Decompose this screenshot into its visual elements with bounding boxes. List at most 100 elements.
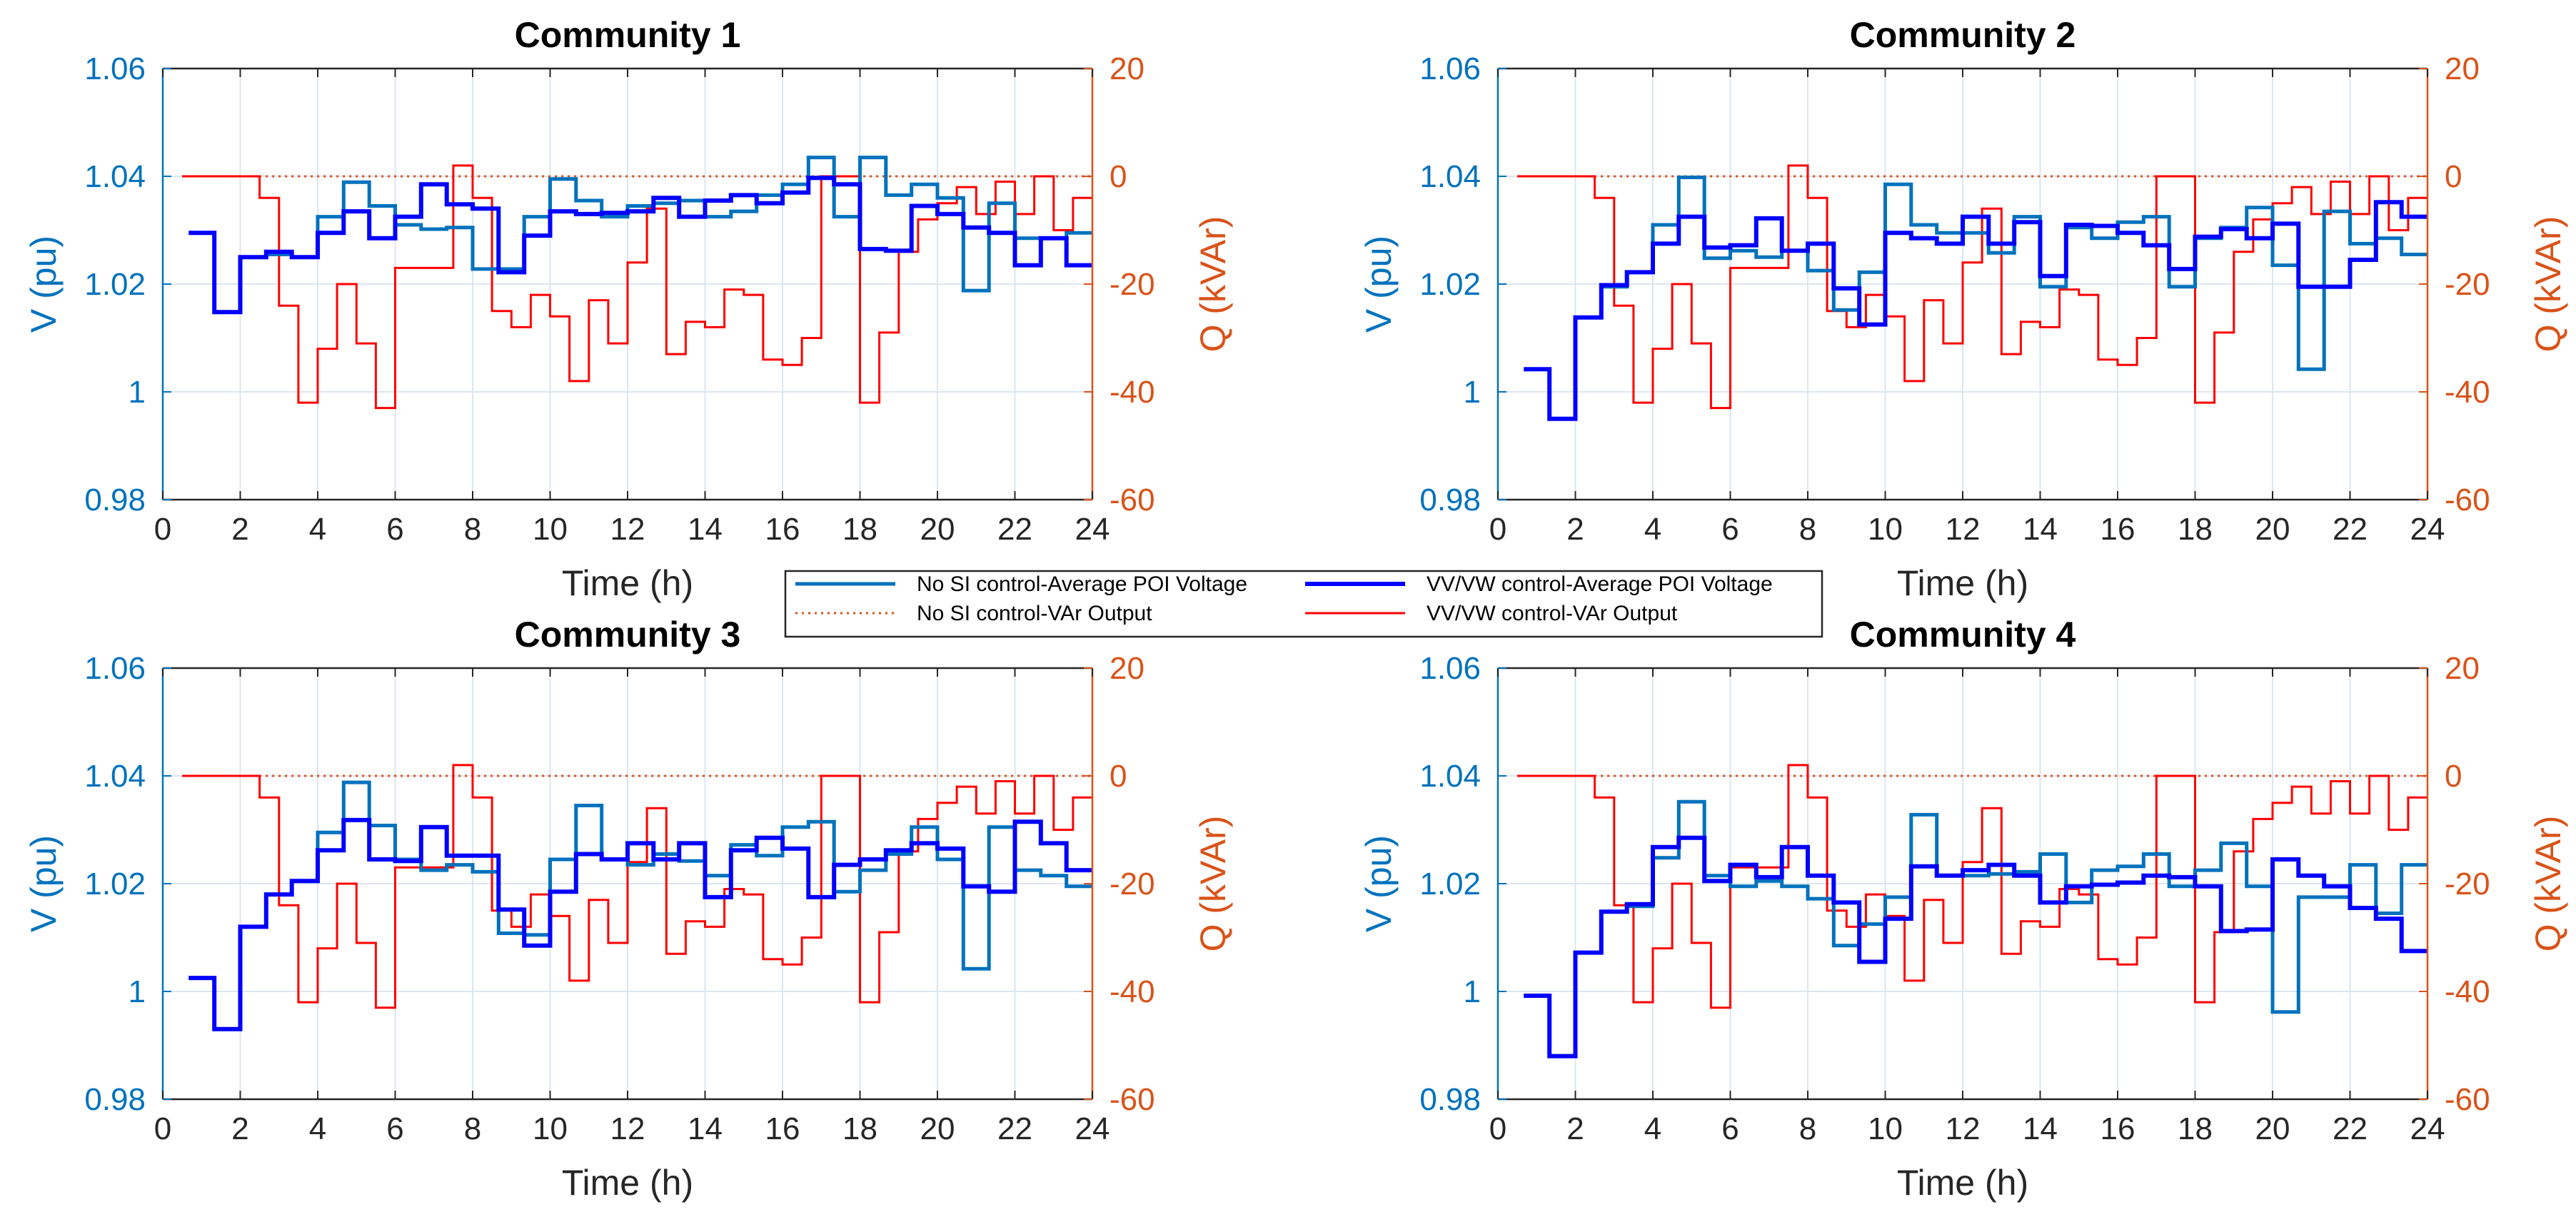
- y-left-tick-label: 1: [129, 375, 146, 410]
- y-left-tick-label: 0.98: [84, 1082, 146, 1117]
- panel-title: Community 1: [515, 15, 741, 55]
- y-left-tick-label: 0.98: [1419, 483, 1481, 517]
- x-tick-label: 8: [1799, 512, 1816, 547]
- x-tick-label: 24: [2410, 1111, 2445, 1146]
- x-tick-label: 16: [765, 1111, 800, 1146]
- x-tick-label: 22: [997, 1111, 1032, 1146]
- x-tick-label: 18: [842, 1111, 877, 1146]
- x-tick-label: 18: [2178, 512, 2213, 547]
- x-tick-label: 12: [610, 512, 645, 547]
- y-right-tick-label: 0: [1110, 159, 1127, 194]
- x-tick-label: 8: [464, 512, 481, 547]
- x-tick-label: 4: [1644, 1111, 1661, 1146]
- y-right-tick-label: -60: [2445, 483, 2490, 517]
- panel-3: 0 2 4 6 8 10 12 14 16 18 20 22 240.9811.021.041.06-6…: [24, 615, 1233, 1203]
- series-vvvw-voltage: [1524, 200, 2427, 421]
- legend-item-no-si-var: No SI control-VAr Output: [795, 602, 1152, 625]
- y-right-tick-label: -20: [2445, 267, 2490, 302]
- x-tick-label: 0: [154, 1111, 171, 1146]
- x-tick-label: 16: [2100, 1111, 2135, 1146]
- x-tick-label: 12: [1946, 1111, 1981, 1146]
- x-tick-label: 10: [533, 512, 568, 547]
- legend-item-no-si-voltage: No SI control-Average POI Voltage: [795, 572, 1247, 596]
- x-tick-label: 16: [765, 512, 800, 547]
- y-left-axis-label: V (pu): [1359, 835, 1399, 932]
- y-left-axis-label: V (pu): [24, 835, 64, 932]
- y-left-tick-label: 1.04: [1419, 159, 1481, 194]
- x-tick-label: 8: [1799, 1111, 1816, 1146]
- y-left-tick-label: 1.02: [1419, 867, 1481, 902]
- y-right-axis-label: Q (kVAr): [1193, 216, 1233, 353]
- x-tick-label: 12: [610, 1111, 645, 1146]
- legend-label: No SI control-VAr Output: [917, 602, 1152, 625]
- series-vvvw-var-output: [1517, 764, 2427, 1009]
- y-left-tick-label: 1.04: [84, 759, 146, 794]
- y-right-tick-label: 20: [2445, 51, 2480, 86]
- x-tick-label: 10: [533, 1111, 568, 1146]
- x-axis-label: Time (h): [562, 563, 693, 603]
- x-tick-label: 14: [2023, 1111, 2058, 1146]
- x-tick-label: 2: [1566, 512, 1584, 547]
- y-left-tick-label: 1.06: [1419, 651, 1481, 686]
- y-right-tick-label: -60: [1110, 483, 1155, 517]
- y-right-tick-label: -40: [1110, 375, 1155, 410]
- y-left-axis-label: V (pu): [24, 236, 64, 333]
- y-left-tick-label: 1: [1464, 375, 1481, 410]
- x-tick-label: 0: [1489, 512, 1506, 547]
- panel-4: 0 2 4 6 8 10 12 14 16 18 20 22 240.9811.021.041.06-6…: [1359, 615, 2568, 1203]
- x-tick-label: 6: [1721, 512, 1739, 547]
- x-tick-label: 2: [1566, 1111, 1584, 1146]
- legend-box: [784, 570, 1823, 638]
- series-vvvw-var-output: [182, 164, 1092, 410]
- y-left-tick-label: 1: [1464, 974, 1481, 1009]
- panels: 0 2 4 6 8 10 12 14 16 18 20 22 240.9811.021.041.06-6…: [24, 15, 2568, 1203]
- x-tick-label: 24: [2410, 512, 2445, 547]
- legend-label: VV/VW control-VAr Output: [1427, 602, 1678, 625]
- y-left-tick-label: 1.02: [1419, 267, 1481, 302]
- x-tick-label: 20: [920, 512, 955, 547]
- x-tick-label: 14: [688, 1111, 723, 1146]
- y-right-tick-label: -20: [2445, 867, 2490, 902]
- x-tick-label: 8: [464, 1111, 481, 1146]
- y-right-tick-label: 0: [2445, 159, 2462, 194]
- x-tick-label: 14: [688, 512, 723, 547]
- x-tick-label: 6: [386, 512, 403, 547]
- x-tick-label: 16: [2100, 512, 2135, 547]
- panel-title: Community 4: [1850, 615, 2076, 655]
- x-tick-label: 18: [2178, 1111, 2213, 1146]
- series-vvvw-voltage: [188, 817, 1092, 1031]
- x-tick-label: 14: [2023, 512, 2058, 547]
- x-tick-label: 20: [2255, 1111, 2290, 1146]
- series-vvvw-voltage: [1524, 835, 2427, 1059]
- y-right-tick-label: -40: [1110, 974, 1155, 1009]
- y-right-tick-label: -60: [1110, 1082, 1155, 1117]
- series-vvvw-var-output: [1517, 164, 2427, 410]
- y-right-tick-label: 20: [1110, 651, 1144, 686]
- legend-item-vvvw-var: VV/VW control-VAr Output: [1305, 602, 1678, 625]
- x-tick-label: 10: [1868, 512, 1903, 547]
- x-tick-label: 2: [231, 512, 248, 547]
- x-tick-label: 24: [1075, 512, 1110, 547]
- x-tick-label: 0: [154, 512, 171, 547]
- y-left-tick-label: 1.06: [84, 651, 146, 686]
- panel-title: Community 2: [1850, 15, 2076, 55]
- x-axis-label: Time (h): [1897, 563, 2028, 603]
- y-left-axis-label: V (pu): [1359, 236, 1399, 333]
- x-tick-label: 24: [1075, 1111, 1110, 1146]
- y-left-tick-label: 0.98: [1419, 1082, 1481, 1117]
- x-tick-label: 0: [1489, 1111, 1506, 1146]
- series-vvvw-voltage: [188, 176, 1092, 315]
- panel-title: Community 3: [515, 615, 741, 655]
- panel-1: 0 2 4 6 8 10 12 14 16 18 20 22 240.9811.021.041.06-6…: [24, 15, 1233, 603]
- legend-item-vvvw-voltage: VV/VW control-Average POI Voltage: [1305, 572, 1773, 596]
- y-left-tick-label: 1.02: [84, 267, 146, 302]
- y-left-tick-label: 1.02: [84, 867, 146, 902]
- x-tick-label: 4: [309, 1111, 326, 1146]
- x-tick-label: 22: [2333, 512, 2368, 547]
- y-left-tick-label: 1.04: [84, 159, 146, 194]
- y-left-tick-label: 0.98: [84, 483, 146, 517]
- y-right-tick-label: 20: [1110, 51, 1144, 86]
- y-right-tick-label: -60: [2445, 1082, 2490, 1117]
- legend-label: VV/VW control-Average POI Voltage: [1427, 572, 1773, 596]
